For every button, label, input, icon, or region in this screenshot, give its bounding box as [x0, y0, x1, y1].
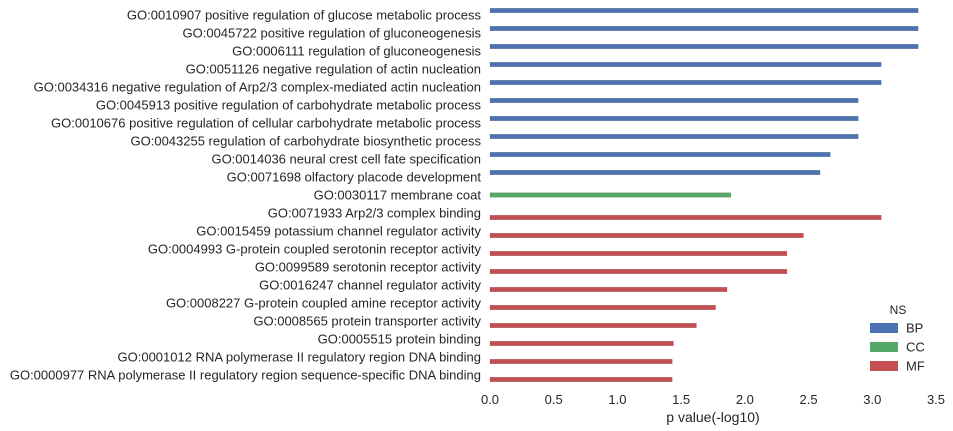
- bar-bp: [489, 26, 919, 31]
- bar-mf: [489, 251, 788, 256]
- legend-swatch-bp: [870, 323, 898, 333]
- x-tick-label: 0.5: [545, 392, 563, 407]
- category-label: GO:0051126 negative regulation of actin …: [186, 62, 481, 77]
- bar-mf: [489, 269, 788, 274]
- x-axis-title: p value(-log10): [666, 409, 759, 425]
- category-label: GO:0016247 channel regulator activity: [259, 278, 481, 293]
- category-label: GO:0045913 positive regulation of carboh…: [96, 98, 482, 113]
- legend-title: NS: [890, 303, 907, 317]
- legend: NS BP CC MF: [870, 303, 925, 374]
- category-label: GO:0071698 olfactory placode development: [227, 170, 482, 185]
- category-label: GO:0099589 serotonin receptor activity: [255, 260, 482, 275]
- legend-swatch-cc: [870, 342, 898, 352]
- bar-mf: [489, 341, 674, 346]
- bar-mf: [489, 359, 673, 364]
- category-label: GO:0045722 positive regulation of glucon…: [183, 26, 482, 41]
- x-tick-label: 1.0: [608, 392, 626, 407]
- category-label: GO:0001012 RNA polymerase II regulatory …: [118, 350, 481, 365]
- x-tick-label: 3.5: [927, 392, 945, 407]
- bar-mf: [489, 305, 716, 310]
- legend-label-bp: BP: [906, 321, 923, 336]
- bar-mf: [489, 377, 673, 382]
- bar-bp: [489, 62, 882, 67]
- x-tick-label: 2.5: [800, 392, 818, 407]
- category-label: GO:0005515 protein binding: [318, 332, 481, 347]
- category-label: GO:0071933 Arp2/3 complex binding: [268, 206, 481, 221]
- bar-bp: [489, 80, 882, 85]
- bar-mf: [489, 323, 697, 328]
- category-label: GO:0004993 G-protein coupled serotonin r…: [148, 242, 482, 257]
- category-label: GO:0008227 G-protein coupled amine recep…: [166, 296, 482, 311]
- bar-mf: [489, 287, 728, 292]
- category-label: GO:0030117 membrane coat: [314, 188, 482, 203]
- category-label: GO:0015459 potassium channel regulator a…: [196, 224, 481, 239]
- legend-swatch-mf: [870, 361, 898, 371]
- category-label: GO:0008565 protein transporter activity: [253, 314, 481, 329]
- category-label: GO:0043255 regulation of carbohydrate bi…: [131, 134, 482, 149]
- legend-label-cc: CC: [906, 340, 925, 355]
- category-label: GO:0006111 regulation of gluconeogenesis: [232, 44, 481, 59]
- bar-bp: [489, 116, 859, 121]
- bar-bp: [489, 170, 821, 175]
- x-tick-label: 0.0: [481, 392, 499, 407]
- x-axis-ticks: 0.0 0.5 1.0 1.5 2.0 2.5 3.0 3.5: [481, 392, 945, 407]
- bar-mf: [489, 233, 804, 238]
- category-label: GO:0014036 neural crest cell fate specif…: [211, 152, 481, 167]
- category-label: GO:0010907 positive regulation of glucos…: [127, 8, 482, 23]
- category-label: GO:0034316 negative regulation of Arp2/3…: [34, 80, 481, 95]
- x-tick-label: 3.0: [863, 392, 881, 407]
- category-labels: GO:0010907 positive regulation of glucos…: [10, 8, 482, 383]
- bar-mf: [489, 215, 882, 220]
- category-label: GO:0000977 RNA polymerase II regulatory …: [10, 368, 481, 383]
- bar-bp: [489, 8, 919, 13]
- bars-layer: [489, 8, 919, 382]
- x-tick-label: 2.0: [736, 392, 754, 407]
- legend-label-mf: MF: [906, 359, 925, 374]
- bar-bp: [489, 44, 919, 49]
- bar-cc: [489, 192, 732, 198]
- x-tick-label: 1.5: [672, 392, 690, 407]
- legend-entries: BP CC MF: [870, 321, 925, 374]
- category-label: GO:0010676 positive regulation of cellul…: [51, 116, 481, 131]
- bar-bp: [489, 134, 859, 139]
- bar-bp: [489, 98, 859, 103]
- bar-bp: [489, 152, 831, 157]
